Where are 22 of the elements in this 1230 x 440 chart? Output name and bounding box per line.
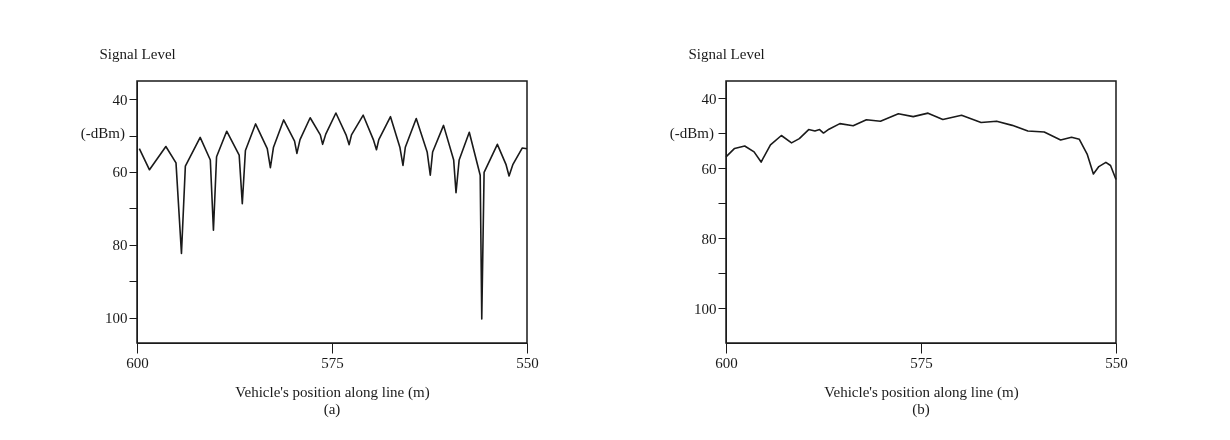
x-tick-label: 600	[126, 354, 149, 371]
y-axis-title: Signal Level	[688, 45, 765, 62]
y-tick-label: 40	[701, 90, 717, 107]
x-tick-label: 550	[1105, 354, 1128, 371]
y-tick-label: 100	[694, 300, 717, 317]
y-tick-label: 40	[112, 91, 128, 108]
x-tick-label: 575	[910, 354, 933, 371]
y-tick-label: 80	[701, 230, 717, 247]
x-axis-title: Vehicle's position along line (m)	[235, 383, 430, 401]
x-tick-label: 600	[715, 354, 738, 371]
x-tick-label: 550	[516, 354, 539, 371]
y-tick-label: 80	[112, 237, 128, 254]
text: (b)	[912, 401, 930, 418]
x-tick-label: 575	[321, 354, 344, 371]
y-tick-label: 60	[701, 160, 717, 177]
y-tick-label: 100	[105, 310, 128, 327]
text: (a)	[323, 401, 341, 418]
text: (-dBm)	[669, 125, 714, 143]
y-tick-label: 60	[112, 164, 128, 181]
y-axis-title: Signal Level	[99, 45, 176, 62]
text: (-dBm)	[80, 125, 125, 143]
x-axis-title: Vehicle's position along line (m)	[824, 383, 1019, 401]
